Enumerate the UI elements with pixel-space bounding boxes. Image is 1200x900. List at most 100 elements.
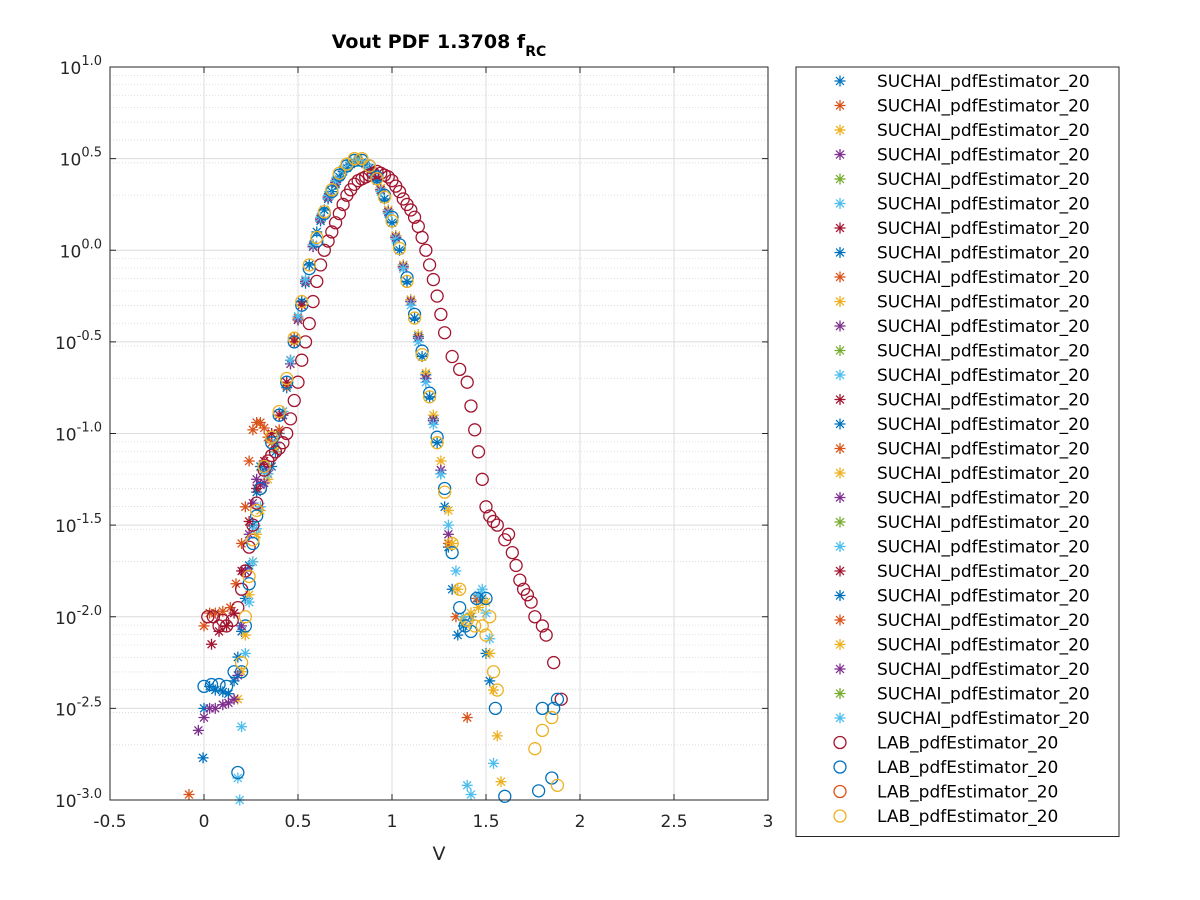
data-point (295, 294, 309, 309)
data-point (332, 166, 347, 180)
data-point (452, 629, 464, 641)
data-point (302, 258, 316, 272)
data-point (225, 613, 239, 628)
data-point (228, 693, 240, 705)
data-point (243, 596, 255, 608)
legend-label: SUCHAI_pdfEstimator_20 (877, 538, 1090, 558)
y-tick-label: 10-2.5 (55, 695, 102, 720)
data-point (280, 426, 294, 441)
data-point (465, 789, 477, 801)
data-point (246, 518, 260, 532)
legend-label: SUCHAI_pdfEstimator_20 (877, 366, 1090, 386)
legend-entry: SUCHAI_pdfEstimator_20 (834, 660, 1090, 680)
data-point (236, 537, 248, 549)
legend-label: SUCHAI_pdfEstimator_20 (877, 685, 1090, 705)
data-point (242, 569, 256, 584)
data-point (325, 183, 339, 197)
data-point (280, 375, 294, 389)
legend-star-icon (834, 639, 846, 650)
y-tick-label: 100.5 (60, 146, 102, 171)
legend-star-icon (834, 712, 846, 724)
data-point (453, 362, 467, 377)
data-point (197, 679, 211, 694)
legend-label: SUCHAI_pdfEstimator_20 (877, 121, 1090, 141)
data-point (430, 430, 444, 444)
legend-entry: LAB_pdfEstimator_20 (833, 783, 1058, 803)
data-point (246, 536, 260, 551)
data-point (437, 326, 452, 340)
data-point (509, 558, 523, 573)
data-point (483, 610, 497, 624)
data-point (242, 577, 256, 591)
data-point (437, 485, 452, 499)
data-point (453, 582, 467, 596)
data-point (295, 298, 309, 312)
data-point (535, 619, 550, 633)
data-point (539, 628, 553, 642)
legend-entry: SUCHAI_pdfEstimator_20 (834, 97, 1090, 117)
legend-label: LAB_pdfEstimator_20 (877, 758, 1058, 778)
legend-entry: SUCHAI_pdfEstimator_20 (834, 685, 1090, 705)
data-point (479, 500, 493, 514)
data-point (471, 445, 486, 459)
data-point (328, 216, 343, 230)
legend-entry: SUCHAI_pdfEstimator_20 (834, 72, 1090, 92)
data-point (484, 633, 496, 645)
legend-circle-icon (833, 784, 847, 799)
legend-entry: SUCHAI_pdfEstimator_20 (834, 195, 1090, 215)
legend-label: SUCHAI_pdfEstimator_20 (877, 513, 1090, 533)
data-point (262, 468, 274, 480)
legend-label: SUCHAI_pdfEstimator_20 (877, 440, 1090, 460)
data-point (464, 399, 478, 413)
data-point (231, 765, 245, 780)
data-point (310, 234, 324, 248)
data-point (325, 225, 339, 239)
x-tick-label: 1 (387, 812, 398, 832)
legend-label: SUCHAI_pdfEstimator_20 (877, 293, 1090, 313)
legend-entry: SUCHAI_pdfEstimator_20 (834, 317, 1090, 337)
data-point (475, 472, 489, 486)
data-point (547, 701, 561, 716)
data-point (222, 697, 234, 709)
data-point (303, 259, 315, 271)
data-point (501, 527, 516, 541)
legend-entry: SUCHAI_pdfEstimator_20 (834, 366, 1090, 386)
data-point (280, 371, 294, 386)
legend-star-icon (834, 320, 846, 332)
legend-entry: SUCHAI_pdfEstimator_20 (834, 587, 1090, 607)
legend-label: SUCHAI_pdfEstimator_20 (877, 317, 1090, 337)
legend-label: SUCHAI_pdfEstimator_20 (877, 611, 1090, 631)
data-point (415, 230, 429, 245)
data-point (292, 310, 304, 322)
data-point (484, 647, 496, 659)
axis-ticks: -0.5 0 0.5 1 1.5 2 2.5 3 10-3.0 10-2.5 10-2.0 10-1.… (55, 54, 773, 832)
data-point (385, 210, 399, 224)
data-point (272, 408, 286, 422)
legend-entry: SUCHAI_pdfEstimator_20 (834, 170, 1090, 190)
data-point (505, 545, 519, 560)
legend-entry: SUCHAI_pdfEstimator_20 (834, 146, 1090, 166)
y-tick-label: 10-3.0 (55, 787, 102, 812)
legend-label: SUCHAI_pdfEstimator_20 (877, 72, 1090, 92)
data-point (513, 573, 527, 587)
legend-circle-icon (833, 735, 847, 750)
data-point (232, 669, 244, 681)
data-point (377, 190, 392, 204)
data-point (247, 424, 259, 436)
data-point (547, 655, 561, 670)
data-point (486, 514, 501, 529)
data-point (392, 184, 407, 199)
legend-entry: SUCHAI_pdfEstimator_20 (834, 244, 1090, 264)
chart-title-text: Vout PDF 1.3708 fRC (332, 31, 547, 60)
legend-entry: SUCHAI_pdfEstimator_20 (834, 513, 1090, 533)
data-point (332, 206, 347, 221)
data-point (242, 540, 256, 554)
data-point (276, 436, 290, 450)
data-point (212, 677, 226, 692)
legend-entry: SUCHAI_pdfEstimator_20 (834, 342, 1090, 362)
legend-label: SUCHAI_pdfEstimator_20 (877, 415, 1090, 435)
legend-entry: SUCHAI_pdfEstimator_20 (834, 489, 1090, 509)
data-point (430, 436, 444, 450)
data-point (265, 448, 279, 463)
data-point (183, 789, 195, 801)
